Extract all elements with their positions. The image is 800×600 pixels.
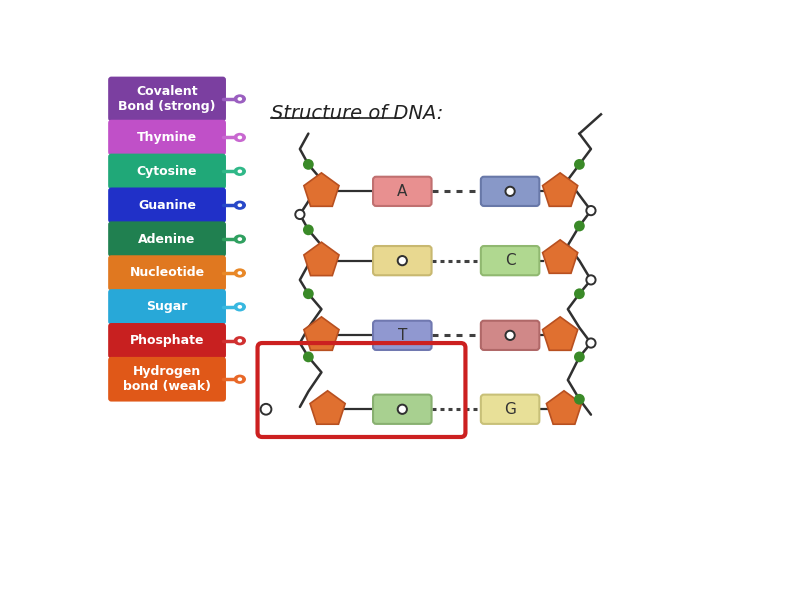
FancyBboxPatch shape xyxy=(108,77,226,121)
Text: Nucleotide: Nucleotide xyxy=(130,266,205,280)
Ellipse shape xyxy=(238,136,242,139)
Ellipse shape xyxy=(234,302,246,311)
Circle shape xyxy=(303,352,314,362)
Polygon shape xyxy=(304,317,339,350)
Polygon shape xyxy=(310,391,345,424)
Text: T: T xyxy=(398,328,407,343)
FancyBboxPatch shape xyxy=(108,289,226,325)
Ellipse shape xyxy=(234,200,246,210)
Polygon shape xyxy=(542,240,578,273)
FancyBboxPatch shape xyxy=(108,255,226,290)
FancyBboxPatch shape xyxy=(108,357,226,401)
Circle shape xyxy=(303,159,314,170)
Polygon shape xyxy=(542,317,578,350)
FancyBboxPatch shape xyxy=(373,246,431,275)
Circle shape xyxy=(303,224,314,235)
Circle shape xyxy=(574,221,585,232)
FancyBboxPatch shape xyxy=(481,395,539,424)
Circle shape xyxy=(574,159,585,170)
Circle shape xyxy=(295,210,305,219)
FancyBboxPatch shape xyxy=(108,221,226,257)
Circle shape xyxy=(574,394,585,404)
Ellipse shape xyxy=(234,268,246,278)
Ellipse shape xyxy=(238,339,242,343)
Circle shape xyxy=(261,404,271,415)
FancyBboxPatch shape xyxy=(481,321,539,350)
Ellipse shape xyxy=(234,374,246,384)
Circle shape xyxy=(398,256,407,265)
Text: C: C xyxy=(505,253,515,268)
Circle shape xyxy=(303,289,314,299)
FancyBboxPatch shape xyxy=(108,323,226,358)
Circle shape xyxy=(506,331,514,340)
FancyBboxPatch shape xyxy=(481,177,539,206)
Polygon shape xyxy=(546,391,582,424)
Ellipse shape xyxy=(238,271,242,275)
Circle shape xyxy=(574,352,585,362)
Text: Phosphate: Phosphate xyxy=(130,334,204,347)
FancyBboxPatch shape xyxy=(108,120,226,155)
Ellipse shape xyxy=(238,169,242,173)
Text: Cytosine: Cytosine xyxy=(137,165,198,178)
FancyBboxPatch shape xyxy=(108,187,226,223)
Circle shape xyxy=(586,338,595,347)
Ellipse shape xyxy=(234,167,246,176)
Circle shape xyxy=(586,275,595,284)
Text: Thymine: Thymine xyxy=(137,131,197,144)
Text: Structure of DNA:: Structure of DNA: xyxy=(271,104,444,124)
FancyBboxPatch shape xyxy=(481,246,539,275)
Text: Adenine: Adenine xyxy=(138,233,196,245)
Text: G: G xyxy=(504,402,516,417)
Text: Guanine: Guanine xyxy=(138,199,196,212)
Circle shape xyxy=(506,187,514,196)
FancyBboxPatch shape xyxy=(373,177,431,206)
Ellipse shape xyxy=(234,94,246,104)
Ellipse shape xyxy=(238,203,242,207)
Polygon shape xyxy=(542,173,578,206)
Ellipse shape xyxy=(234,336,246,346)
Text: Hydrogen
bond (weak): Hydrogen bond (weak) xyxy=(123,365,211,393)
Ellipse shape xyxy=(238,377,242,381)
Polygon shape xyxy=(304,173,339,206)
Ellipse shape xyxy=(238,305,242,309)
Ellipse shape xyxy=(234,235,246,244)
Ellipse shape xyxy=(238,237,242,241)
FancyBboxPatch shape xyxy=(373,321,431,350)
FancyBboxPatch shape xyxy=(108,154,226,189)
Polygon shape xyxy=(304,242,339,275)
Circle shape xyxy=(574,289,585,299)
FancyBboxPatch shape xyxy=(373,395,431,424)
Ellipse shape xyxy=(234,133,246,142)
Ellipse shape xyxy=(238,97,242,101)
Text: Sugar: Sugar xyxy=(146,301,188,313)
Text: A: A xyxy=(397,184,407,199)
Circle shape xyxy=(398,404,407,414)
Circle shape xyxy=(586,206,595,215)
Text: Covalent
Bond (strong): Covalent Bond (strong) xyxy=(118,85,216,113)
